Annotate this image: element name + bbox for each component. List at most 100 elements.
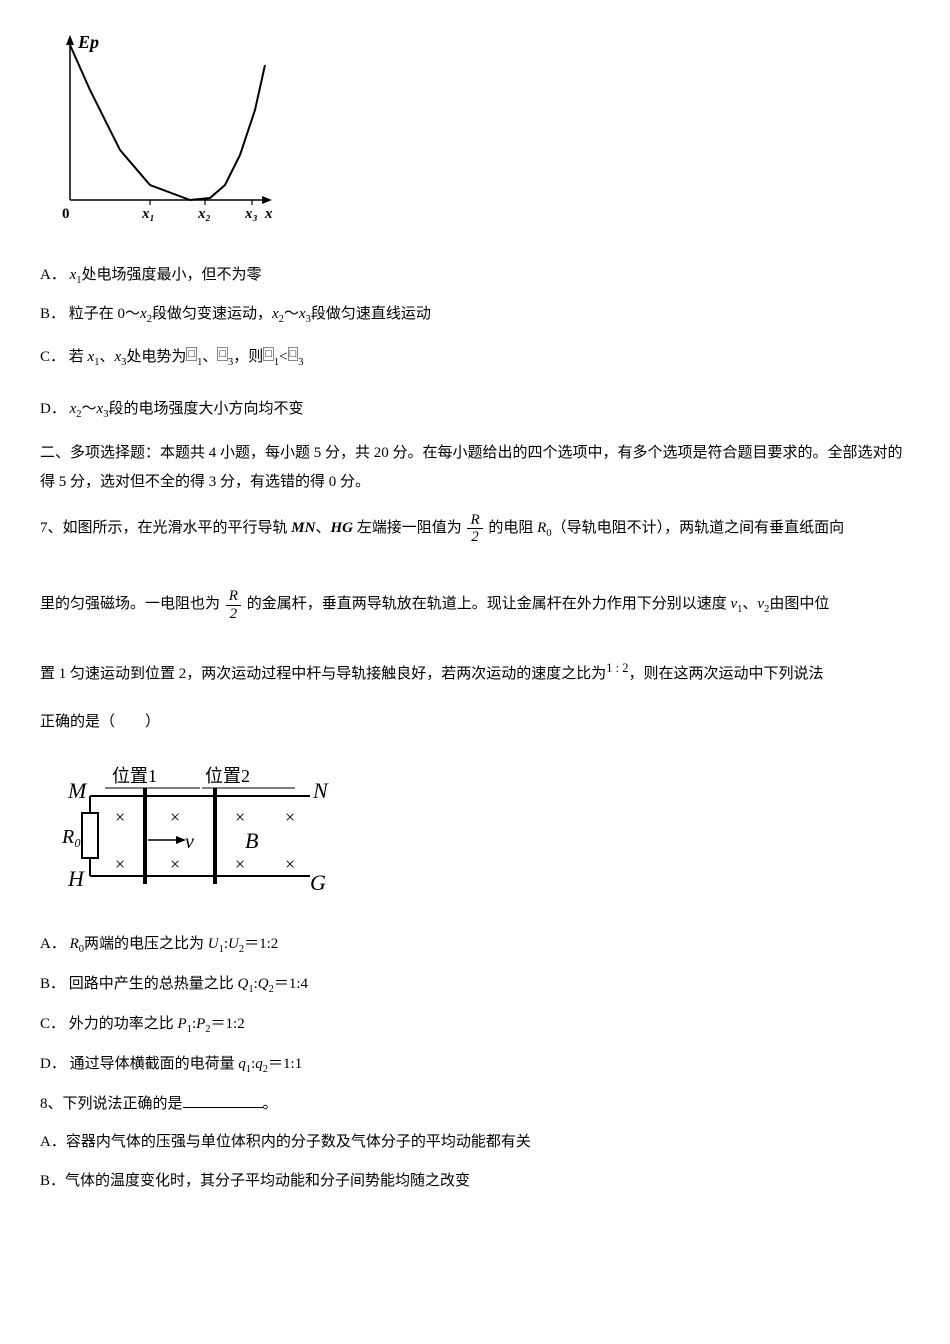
- t: ＝1:2: [244, 936, 278, 952]
- graph-svg: Ep 0 x₁ x₂ x₃ x: [40, 30, 280, 230]
- t: 8、下列说法正确的是: [40, 1096, 183, 1112]
- q7-stem-line2: 里的匀强磁场。一电阻也为 R2 的金属杆，垂直两导轨放在轨道上。现让金属杆在外力…: [40, 586, 910, 622]
- t: 。: [263, 1096, 278, 1112]
- lbl-M: M: [67, 778, 88, 803]
- lbl-R0: R₀: [61, 826, 81, 848]
- t: 里的匀强磁场。一电阻也为: [40, 596, 224, 612]
- xt2: x₂: [197, 206, 211, 222]
- svg-text:×: ×: [115, 854, 125, 874]
- box: □: [186, 347, 197, 361]
- circuit-diagram: × × × × × × × × M N H G R₀ B v 位置1 位置2: [40, 758, 910, 909]
- xt0: 0: [62, 206, 70, 222]
- t: 、: [742, 596, 757, 612]
- hg: HG: [330, 520, 353, 536]
- ep-x-graph: Ep 0 x₁ x₂ x₃ x: [40, 30, 910, 241]
- opt-label: D．: [40, 401, 66, 417]
- t: 若: [69, 349, 88, 365]
- t: 回路中产生的总热量之比: [69, 976, 238, 992]
- v: q: [255, 1056, 263, 1072]
- opt-label: A．: [40, 936, 66, 952]
- t: 置 1 匀速运动到位置 2，两次运动过程中杆与导轨接触良好，若两次运动的速度之比…: [40, 666, 606, 682]
- xend: x: [264, 206, 273, 222]
- t: 气体的温度变化时，其分子平均动能和分子间势能均随之改变: [65, 1173, 470, 1189]
- t: 段的电场强度大小方向均不变: [108, 401, 303, 417]
- q6-option-c: C． 若 x1、x3处电势为□1、□3，则□1<□3: [40, 340, 910, 373]
- svg-text:×: ×: [235, 807, 245, 827]
- svg-text:×: ×: [285, 807, 295, 827]
- t: 通过导体横截面的电荷量: [70, 1056, 239, 1072]
- t: ＝1:2: [211, 1016, 245, 1032]
- t: （导轨电阻不计），两轨道之间有垂直纸面向: [552, 520, 845, 536]
- frac: R2: [467, 512, 482, 546]
- svg-text:×: ×: [115, 807, 125, 827]
- t: 处电势为: [126, 349, 186, 365]
- t: <: [279, 349, 287, 365]
- q7-option-b: B． 回路中产生的总热量之比 Q1:Q2＝1:4: [40, 970, 910, 1000]
- t: 左端接一阻值为: [353, 520, 466, 536]
- svg-text:×: ×: [170, 807, 180, 827]
- xt1: x₁: [141, 206, 155, 222]
- t: ＝1:1: [268, 1056, 302, 1072]
- lbl-B: B: [245, 828, 258, 853]
- lbl-pos2: 位置2: [205, 766, 250, 786]
- v: P: [178, 1016, 187, 1032]
- v: q: [238, 1056, 246, 1072]
- q7-stem-line4: 正确的是（ ）: [40, 704, 910, 740]
- v: x: [140, 306, 147, 322]
- s: 3: [298, 357, 303, 368]
- q7-stem-line1: 7、如图所示，在光滑水平的平行导轨 MN、HG 左端接一阻值为 R2 的电阻 R…: [40, 510, 910, 546]
- t: 、: [99, 349, 114, 365]
- q7-option-c: C． 外力的功率之比 P1:P2＝1:2: [40, 1010, 910, 1040]
- t: 的电阻: [485, 520, 538, 536]
- lbl-v: v: [185, 831, 194, 853]
- q6-option-d: D． x2～x3段的电场强度大小方向均不变: [40, 395, 910, 425]
- q7-option-d: D． 通过导体横截面的电荷量 q1:q2＝1:1: [40, 1050, 910, 1080]
- t: 由图中位: [769, 596, 829, 612]
- lbl-N: N: [312, 778, 329, 803]
- svg-text:×: ×: [170, 854, 180, 874]
- opt-label: C．: [40, 1016, 65, 1032]
- box: □: [263, 347, 274, 361]
- t: 外力的功率之比: [69, 1016, 178, 1032]
- q7-option-a: A． R0两端的电压之比为 U1:U2＝1:2: [40, 930, 910, 960]
- opt-label: A．: [40, 1134, 66, 1150]
- frac: R2: [226, 588, 241, 622]
- t: 、: [202, 349, 217, 365]
- lbl-pos1: 位置1: [112, 766, 157, 786]
- t: 7、如图所示，在光滑水平的平行导轨: [40, 520, 291, 536]
- box: □: [217, 347, 228, 361]
- t: 的金属杆，垂直两导轨放在轨道上。现让金属杆在外力作用下分别以速度: [243, 596, 731, 612]
- v: x: [299, 306, 306, 322]
- t: ，则在这两次运动中下列说法: [629, 666, 824, 682]
- svg-text:×: ×: [285, 854, 295, 874]
- q7-stem-line3: 置 1 匀速运动到位置 2，两次运动过程中杆与导轨接触良好，若两次运动的速度之比…: [40, 653, 910, 692]
- v: R: [70, 936, 79, 952]
- r0: R: [537, 520, 546, 536]
- v: Q: [238, 976, 249, 992]
- svg-text:×: ×: [235, 854, 245, 874]
- opt-label: D．: [40, 1056, 66, 1072]
- t: 粒子在 0～: [69, 306, 140, 322]
- text: 处电场强度最小，但不为零: [82, 267, 262, 283]
- v: Q: [258, 976, 269, 992]
- v: x: [272, 306, 279, 322]
- ylabel: Ep: [77, 32, 99, 52]
- v: U: [228, 936, 239, 952]
- circuit-svg: × × × × × × × × M N H G R₀ B v 位置1 位置2: [40, 758, 340, 898]
- t: ～: [82, 401, 97, 417]
- q8-stem: 8、下列说法正确的是 。: [40, 1090, 910, 1119]
- opt-label: A．: [40, 267, 66, 283]
- blank-line: [183, 1092, 263, 1108]
- t: 段做匀速直线运动: [311, 306, 431, 322]
- opt-label: B．: [40, 976, 65, 992]
- xt3: x₃: [244, 206, 258, 222]
- t: ～: [284, 306, 299, 322]
- t: ＝1:4: [274, 976, 308, 992]
- opt-label: C．: [40, 349, 65, 365]
- v: U: [208, 936, 219, 952]
- opt-label: B．: [40, 306, 65, 322]
- opt-label: B．: [40, 1173, 65, 1189]
- q8-option-a: A．容器内气体的压强与单位体积内的分子数及气体分子的平均动能都有关: [40, 1128, 910, 1157]
- section2-title: 二、多项选择题：本题共 4 小题，每小题 5 分，共 20 分。在每小题给出的四…: [40, 439, 910, 496]
- t: 两端的电压之比为: [84, 936, 208, 952]
